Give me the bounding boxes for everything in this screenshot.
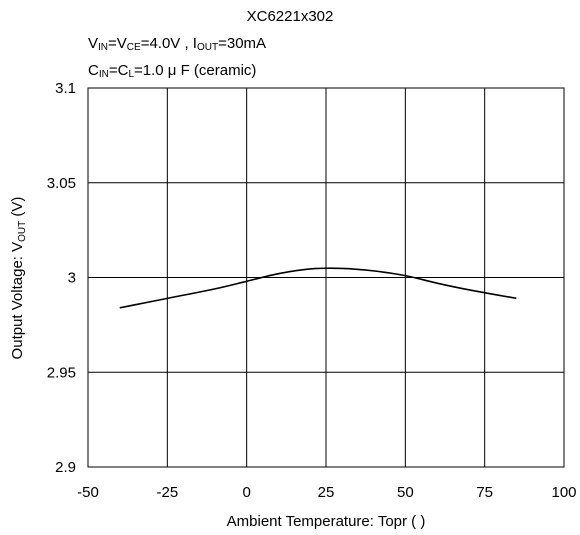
x-tick-labels: -50 -25 0 25 50 75 100 [77, 484, 576, 501]
cond-c: C [88, 62, 99, 79]
y-tick-label: 2.95 [47, 364, 76, 381]
plot-frame [87, 87, 565, 468]
y-tick-label: 3.05 [47, 175, 76, 192]
y-axis-label: Output Voltage: VOUT (V) [9, 197, 28, 360]
test-condition-capacitors: CIN=CL=1.0 μ F (ceramic) [88, 62, 256, 80]
cond-cap-val: =1.0 μ F (ceramic) [134, 62, 257, 79]
cond-eq2: =C [108, 62, 129, 79]
y-tick-label: 3 [68, 270, 76, 287]
cond-v: V [88, 35, 99, 52]
y-axis-label-main: Output Voltage: V [9, 242, 26, 360]
cond-cin-sub: IN [98, 69, 109, 80]
x-tick-label: 100 [551, 484, 576, 501]
cond-cl-sub: L [128, 69, 134, 80]
x-tick-label: 25 [318, 484, 335, 501]
test-condition-voltage-current: VIN=VCE=4.0V , IOUT=30mA [88, 35, 266, 53]
cond-ce-sub: CE [126, 42, 141, 53]
x-tick-label: -25 [156, 484, 178, 501]
grid-lines [87, 87, 565, 468]
y-axis-label-unit: (V) [9, 197, 26, 221]
x-tick-label: 75 [476, 484, 493, 501]
y-tick-label: 2.9 [55, 459, 76, 476]
cond-val1: =4.0V , I [140, 35, 197, 52]
x-tick-label: 50 [397, 484, 414, 501]
x-tick-label: -50 [77, 484, 99, 501]
y-tick-labels: 3.1 3.05 3 2.95 2.9 [47, 80, 76, 476]
cond-val2: =30mA [218, 35, 267, 52]
x-tick-label: 0 [242, 484, 250, 501]
chart-title: XC6221x302 [246, 8, 334, 25]
x-axis-label: Ambient Temperature: Topr ( ) [227, 513, 426, 530]
series-line [119, 267, 517, 309]
cond-out-sub: OUT [196, 42, 219, 53]
cond-in-sub: IN [98, 42, 109, 53]
y-tick-label: 3.1 [55, 80, 76, 97]
y-axis-label-sub: OUT [17, 221, 28, 242]
cond-eq: =V [108, 35, 127, 52]
